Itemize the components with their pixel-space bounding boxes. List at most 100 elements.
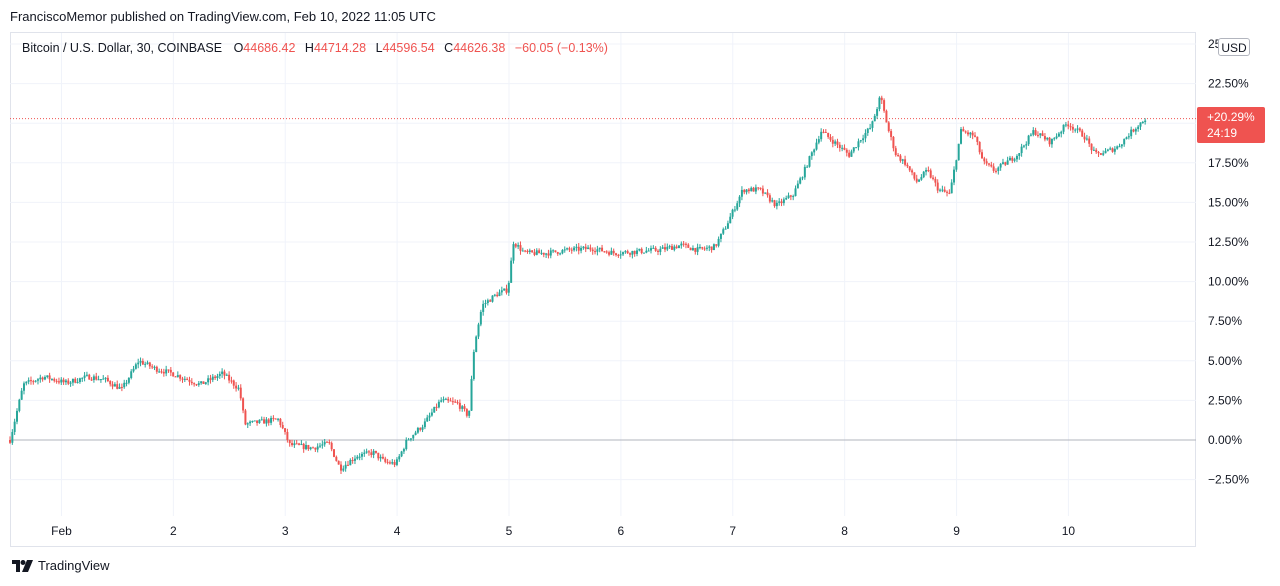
candle-body	[43, 376, 46, 380]
candle-body	[482, 303, 485, 312]
bar-countdown: 24:19	[1207, 126, 1238, 140]
candle-body	[747, 189, 750, 192]
candle-body	[186, 378, 189, 380]
candle-body	[852, 147, 855, 152]
y-tick-label: 7.50%	[1208, 314, 1242, 328]
candle-body	[629, 253, 632, 255]
candle-body	[554, 250, 557, 253]
candle-body	[570, 249, 573, 251]
candle-body	[920, 177, 923, 180]
candle-body	[265, 419, 268, 424]
candle-body	[801, 177, 804, 179]
candle-body	[675, 246, 678, 249]
candle-body	[594, 251, 597, 253]
candle-body	[1123, 139, 1126, 145]
candle-body	[778, 201, 781, 203]
candle-body	[1064, 124, 1067, 126]
candle-body	[603, 251, 606, 253]
candle-body	[109, 381, 112, 385]
candle-body	[666, 246, 669, 250]
candle-body	[859, 140, 862, 142]
candle-body	[316, 446, 319, 450]
candle-body	[253, 420, 256, 422]
candle-body	[962, 129, 965, 132]
candle-body	[102, 378, 105, 380]
candle-body	[302, 443, 305, 450]
candle-body	[342, 468, 345, 471]
candle-body	[25, 381, 28, 384]
candle-body	[272, 417, 275, 419]
candle-body	[263, 419, 266, 424]
close-value: 44626.38	[453, 41, 506, 55]
candle-body	[507, 282, 510, 293]
candle-body	[687, 244, 690, 248]
grid-lines	[10, 33, 1196, 516]
candle-body	[27, 380, 30, 382]
chart-frame[interactable]	[10, 32, 1196, 547]
candle-body	[768, 195, 771, 202]
candle-body	[1113, 148, 1116, 152]
last-price-badge: +20.29% 24:19	[1197, 107, 1265, 143]
candle-body	[1127, 136, 1130, 138]
candle-body	[496, 294, 499, 297]
candle-body	[1036, 134, 1039, 136]
y-tick-label: 10.00%	[1208, 275, 1249, 289]
candle-body	[549, 250, 552, 256]
candle-body	[696, 247, 699, 252]
candle-body	[829, 136, 832, 140]
candle-body	[169, 369, 172, 373]
candle-body	[764, 192, 767, 194]
candle-body	[1088, 138, 1091, 144]
x-tick-label: 9	[953, 524, 960, 538]
candle-body	[116, 384, 119, 389]
symbol-name[interactable]: Bitcoin / U.S. Dollar, 30, COINBASE	[22, 41, 223, 55]
candle-body	[332, 449, 335, 457]
candle-body	[195, 384, 198, 386]
candle-body	[1006, 160, 1009, 165]
candle-body	[726, 223, 729, 229]
candle-body	[885, 110, 888, 123]
candle-body	[670, 246, 673, 250]
candle-body	[29, 380, 32, 382]
candle-body	[409, 438, 412, 440]
candle-body	[88, 374, 91, 380]
currency-button[interactable]: USD	[1218, 38, 1250, 56]
candle-body	[1099, 153, 1102, 155]
candle-body	[904, 159, 907, 165]
candle-body	[218, 373, 221, 377]
candle-body	[887, 122, 890, 132]
candle-body	[547, 253, 550, 256]
candle-body	[379, 456, 382, 459]
candle-body	[148, 362, 151, 367]
candle-body	[69, 382, 72, 384]
candle-body	[1097, 152, 1100, 154]
candle-body	[388, 462, 391, 464]
x-tick-label: Feb	[51, 524, 72, 538]
candle-body	[703, 248, 706, 250]
candle-body	[60, 379, 63, 383]
candle-body	[1125, 137, 1128, 140]
candle-body	[638, 248, 641, 251]
footer-brand[interactable]: TradingView	[12, 558, 110, 573]
x-tick-label: 7	[729, 524, 736, 538]
candle-body	[661, 247, 664, 249]
candle-body	[193, 383, 196, 385]
candle-body	[866, 128, 869, 133]
candle-body	[162, 371, 165, 374]
candle-body	[1071, 126, 1074, 130]
candle-body	[463, 406, 466, 410]
candle-body	[344, 464, 347, 469]
y-axis: 25.00%22.50%20.00%17.50%15.00%12.50%10.0…	[1208, 37, 1249, 487]
candle-body	[862, 138, 865, 141]
candle-body	[421, 427, 424, 430]
candle-body	[363, 452, 366, 454]
candle-body	[941, 189, 944, 191]
candle-body	[673, 246, 676, 250]
candle-body	[994, 170, 997, 172]
x-tick-label: 10	[1062, 524, 1076, 538]
candle-body	[608, 252, 611, 255]
candle-body	[221, 371, 224, 374]
candle-body	[552, 250, 555, 252]
candle-body	[967, 132, 970, 135]
